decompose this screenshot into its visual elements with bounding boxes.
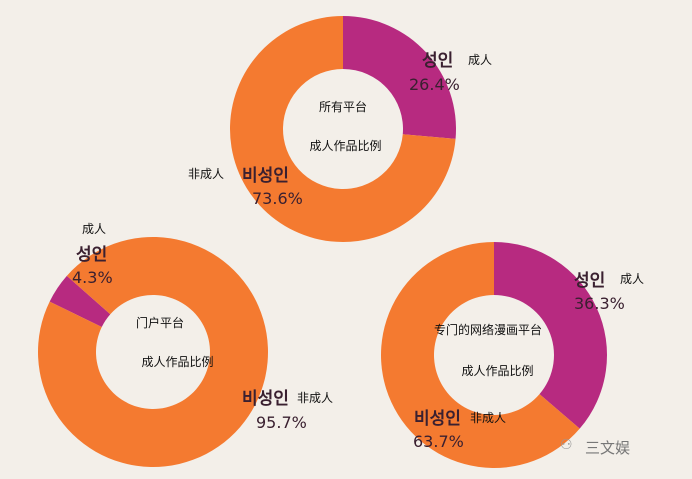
- donut-slice: [38, 237, 268, 467]
- watermark: 三文娱: [585, 439, 631, 457]
- data-label: 73.6%: [252, 189, 303, 208]
- label-zh: 成人: [620, 272, 645, 286]
- center-title: 门户平台: [135, 316, 184, 330]
- donut-slice: [229, 16, 456, 242]
- data-label: 4.3%: [72, 268, 113, 287]
- label-zh: 成人: [468, 53, 493, 67]
- label-zh: 非成人: [470, 411, 507, 425]
- center-title: 专门的网络漫画平台: [433, 323, 542, 337]
- center-subtitle: 成人作品比例: [461, 364, 534, 378]
- center-subtitle: 成人作品比例: [309, 139, 382, 153]
- data-label: 36.3%: [574, 294, 625, 313]
- data-label: 95.7%: [256, 413, 307, 432]
- data-label: 63.7%: [413, 432, 464, 451]
- label-zh: 非成人: [297, 391, 334, 405]
- donut-slice: [49, 275, 111, 328]
- label-ko: 비성인: [242, 389, 289, 409]
- center-subtitle: 成人作品比例: [141, 355, 214, 369]
- label-ko: 성인: [574, 271, 606, 291]
- label-ko: 성인: [76, 245, 108, 265]
- wechat-icon: ⚇: [560, 437, 573, 453]
- donut-slice: [494, 242, 607, 429]
- label-ko: 비성인: [242, 166, 289, 186]
- label-ko: 비성인: [414, 409, 461, 429]
- label-ko: 성인: [422, 51, 454, 71]
- center-title: 所有平台: [318, 100, 367, 114]
- data-label: 26.4%: [409, 75, 460, 94]
- label-zh: 非成人: [188, 167, 225, 181]
- donut-slice: [380, 242, 580, 469]
- label-zh: 成人: [82, 222, 107, 236]
- donut-slice: [343, 16, 457, 139]
